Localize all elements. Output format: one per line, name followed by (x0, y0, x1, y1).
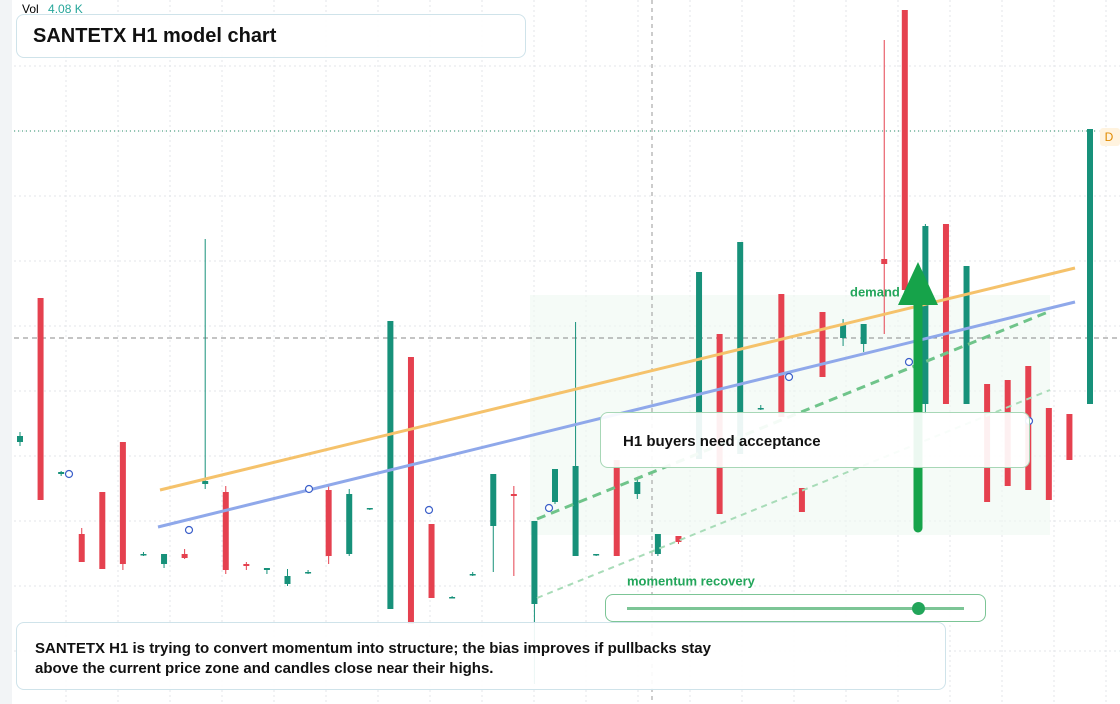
candle-body (181, 554, 188, 558)
candle-body (552, 469, 558, 502)
candle-body (757, 408, 764, 410)
candle-body (243, 564, 250, 566)
callout: H1 buyers need acceptance (623, 433, 821, 450)
candle-body (140, 554, 147, 556)
candle-body (17, 436, 23, 442)
note-box: SANTETX H1 is trying to convert momentum… (16, 622, 946, 690)
note-line: SANTETX H1 is trying to convert momentum… (35, 640, 711, 657)
candle-body (572, 466, 579, 556)
candle-body (263, 568, 270, 570)
candle-body (675, 536, 682, 542)
candle-body (99, 492, 106, 569)
candle-body (778, 294, 785, 417)
vol-value: 4.08 K (48, 2, 83, 16)
candle-body (942, 224, 949, 404)
title-box: SANTETX H1 model chart (16, 14, 526, 58)
level-tag: D (1105, 130, 1114, 144)
candle-body (325, 490, 332, 556)
slider-label: momentum recovery (627, 573, 756, 588)
candle-body (531, 521, 538, 604)
level-tag-bg (1100, 128, 1120, 146)
vol-readout: Vol 4.08 K (22, 2, 83, 16)
candle-body (593, 554, 600, 556)
candle-body (346, 494, 353, 554)
candle-body (119, 442, 126, 564)
candle-body (37, 298, 44, 500)
candle-body (1087, 129, 1093, 404)
slider-track (627, 607, 964, 610)
candle-body (860, 324, 867, 344)
slider-thumb[interactable] (912, 602, 925, 615)
candle-body (305, 572, 312, 574)
candle-body (387, 321, 394, 609)
candle-body (222, 492, 229, 570)
vol-label: Vol (22, 2, 39, 16)
slider-box[interactable] (605, 594, 986, 622)
candle-body (407, 357, 414, 624)
candle-body (840, 324, 847, 338)
candle-body (1045, 408, 1052, 500)
candle-body (696, 272, 703, 459)
candle-body (490, 474, 497, 526)
callout-box: H1 buyers need acceptance (600, 412, 1030, 468)
candle-body (469, 574, 476, 576)
candle-body (78, 534, 85, 562)
candle-body (58, 472, 65, 474)
candle-body (922, 226, 929, 404)
candle-body (366, 508, 373, 510)
candle-body (202, 481, 209, 484)
candle-body (428, 524, 435, 598)
arrow-head (898, 262, 938, 305)
candle-body (798, 488, 805, 512)
candle-body (901, 10, 908, 290)
candle-body (819, 312, 826, 377)
note-line: above the current price zone and candles… (35, 660, 494, 677)
candle-body (634, 482, 641, 494)
candle-body (284, 576, 291, 584)
candle-body (449, 597, 456, 599)
candle-body (1066, 414, 1073, 460)
candle-body (161, 554, 168, 564)
markers (64, 357, 1034, 535)
candle-body (510, 494, 517, 496)
candle-body (881, 259, 888, 264)
candle-body (654, 534, 661, 554)
trend-faint (536, 389, 1051, 599)
left-rail (0, 0, 12, 704)
candle-body (613, 460, 620, 556)
title: SANTETX H1 model chart (33, 25, 277, 47)
candle-body (963, 266, 970, 404)
